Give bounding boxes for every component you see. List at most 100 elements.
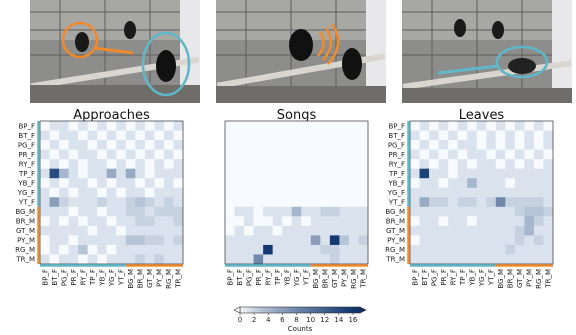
heatmap-cell [505, 197, 516, 208]
heatmap-cell [329, 149, 340, 160]
heatmap-cell [419, 178, 430, 189]
heatmap-cell [301, 130, 312, 141]
col-tick-label: BP_F [226, 269, 234, 286]
colorbar-tick-label: 16 [348, 316, 357, 324]
heatmap-cell [144, 121, 155, 131]
heatmap-cell [154, 121, 165, 131]
col-tick-label: PR_F [440, 269, 448, 286]
heatmap-cell [524, 254, 535, 265]
heatmap-cell [154, 187, 165, 198]
heatmap-cell [329, 235, 340, 246]
heatmap-cell [495, 178, 506, 189]
heatmap-cell [495, 254, 506, 265]
col-tick-label: PR_F [70, 269, 78, 286]
heatmap-cell [272, 149, 283, 160]
heatmap-cell [78, 168, 88, 179]
heatmap-cell [429, 225, 439, 236]
heatmap-cell [68, 149, 79, 160]
heatmap-cell [68, 168, 79, 179]
col-tick-label: YG_F [293, 269, 301, 287]
heatmap-cell [59, 178, 69, 189]
heatmap-cell [49, 254, 60, 265]
heatmap-cell [87, 130, 98, 141]
heatmap-cell [125, 244, 136, 255]
heatmap-cell [291, 187, 302, 198]
heatmap-cell [543, 168, 554, 179]
heatmap-cell [97, 244, 108, 255]
heatmap-cell [310, 121, 321, 131]
heatmap-cell [429, 216, 439, 227]
heatmap-cell [116, 206, 127, 217]
heatmap-cell [419, 140, 430, 150]
heatmap-cell [68, 216, 79, 227]
heatmap-cell [59, 187, 69, 198]
heatmap-cell [234, 149, 245, 160]
heatmap-cell [339, 187, 350, 198]
heatmap-cell [244, 206, 254, 217]
col-tick-label: YG_F [108, 269, 116, 287]
heatmap-cell [514, 197, 525, 208]
heatmap-cell [329, 206, 340, 217]
heatmap-cell [514, 178, 525, 189]
heatmap-cell [467, 254, 478, 265]
heatmap-cell [68, 178, 79, 189]
heatmap-cell [244, 244, 254, 255]
heatmap-cell [320, 149, 331, 160]
heatmap-cell [448, 168, 458, 179]
heatmap-cell [263, 149, 273, 160]
heatmap-cell [106, 130, 117, 141]
heatmap-cell [59, 244, 69, 255]
heatmap-cell [59, 149, 69, 160]
heatmap-cell [301, 140, 312, 150]
heatmap-cell [97, 130, 108, 141]
row-tick-label: YG_F [17, 189, 35, 197]
heatmap-cell [505, 130, 516, 141]
heatmap-cell [310, 140, 321, 150]
heatmap-cell [97, 225, 108, 236]
heatmap-cell [163, 197, 174, 208]
col-tick-label: BG_M [127, 269, 135, 289]
heatmap-cell [163, 168, 174, 179]
heatmap-cell [244, 130, 254, 141]
heatmap-cell [163, 149, 174, 160]
heatmap-cell [524, 178, 535, 189]
heatmap-cell [448, 254, 458, 265]
heatmap-cell [78, 244, 88, 255]
heatmap-cell [68, 235, 79, 246]
heatmap-cell [301, 244, 312, 255]
heatmap-cell [116, 216, 127, 227]
heatmap-cell [467, 206, 478, 217]
row-tick-label: PG_F [388, 141, 405, 149]
heatmap-cell [234, 130, 245, 141]
heatmap-cell [320, 244, 331, 255]
heatmap-cell [419, 254, 430, 265]
heatmap-cell [419, 121, 430, 131]
colorbar [239, 306, 361, 314]
heatmap-cell [78, 121, 88, 131]
heatmap-cell [505, 235, 516, 246]
heatmap-cell [49, 159, 60, 169]
colorbar-min-arrow [233, 306, 241, 314]
heatmap-cell [467, 140, 478, 150]
heatmap-cell [457, 254, 468, 265]
heatmap-cell [429, 149, 439, 160]
heatmap-cell [263, 187, 273, 198]
heatmap-cell [263, 197, 273, 208]
heatmap-cell [272, 225, 283, 236]
heatmap-cell [291, 121, 302, 131]
heatmap-cell [410, 197, 420, 208]
heatmap-cell [291, 225, 302, 236]
heatmap-cell [543, 149, 554, 160]
heatmap-cell [457, 225, 468, 236]
heatmap-cell [348, 187, 359, 198]
photo-approaches [30, 0, 200, 103]
heatmap-cell [253, 178, 264, 189]
heatmap-cell [457, 159, 468, 169]
heatmap-cell [438, 149, 449, 160]
heatmap-cell [272, 178, 283, 189]
heatmap-cell [358, 216, 369, 227]
heatmap-cell [533, 140, 544, 150]
heatmap-cell [476, 149, 487, 160]
heatmap-cell [514, 244, 525, 255]
heatmap-cell [40, 140, 50, 150]
